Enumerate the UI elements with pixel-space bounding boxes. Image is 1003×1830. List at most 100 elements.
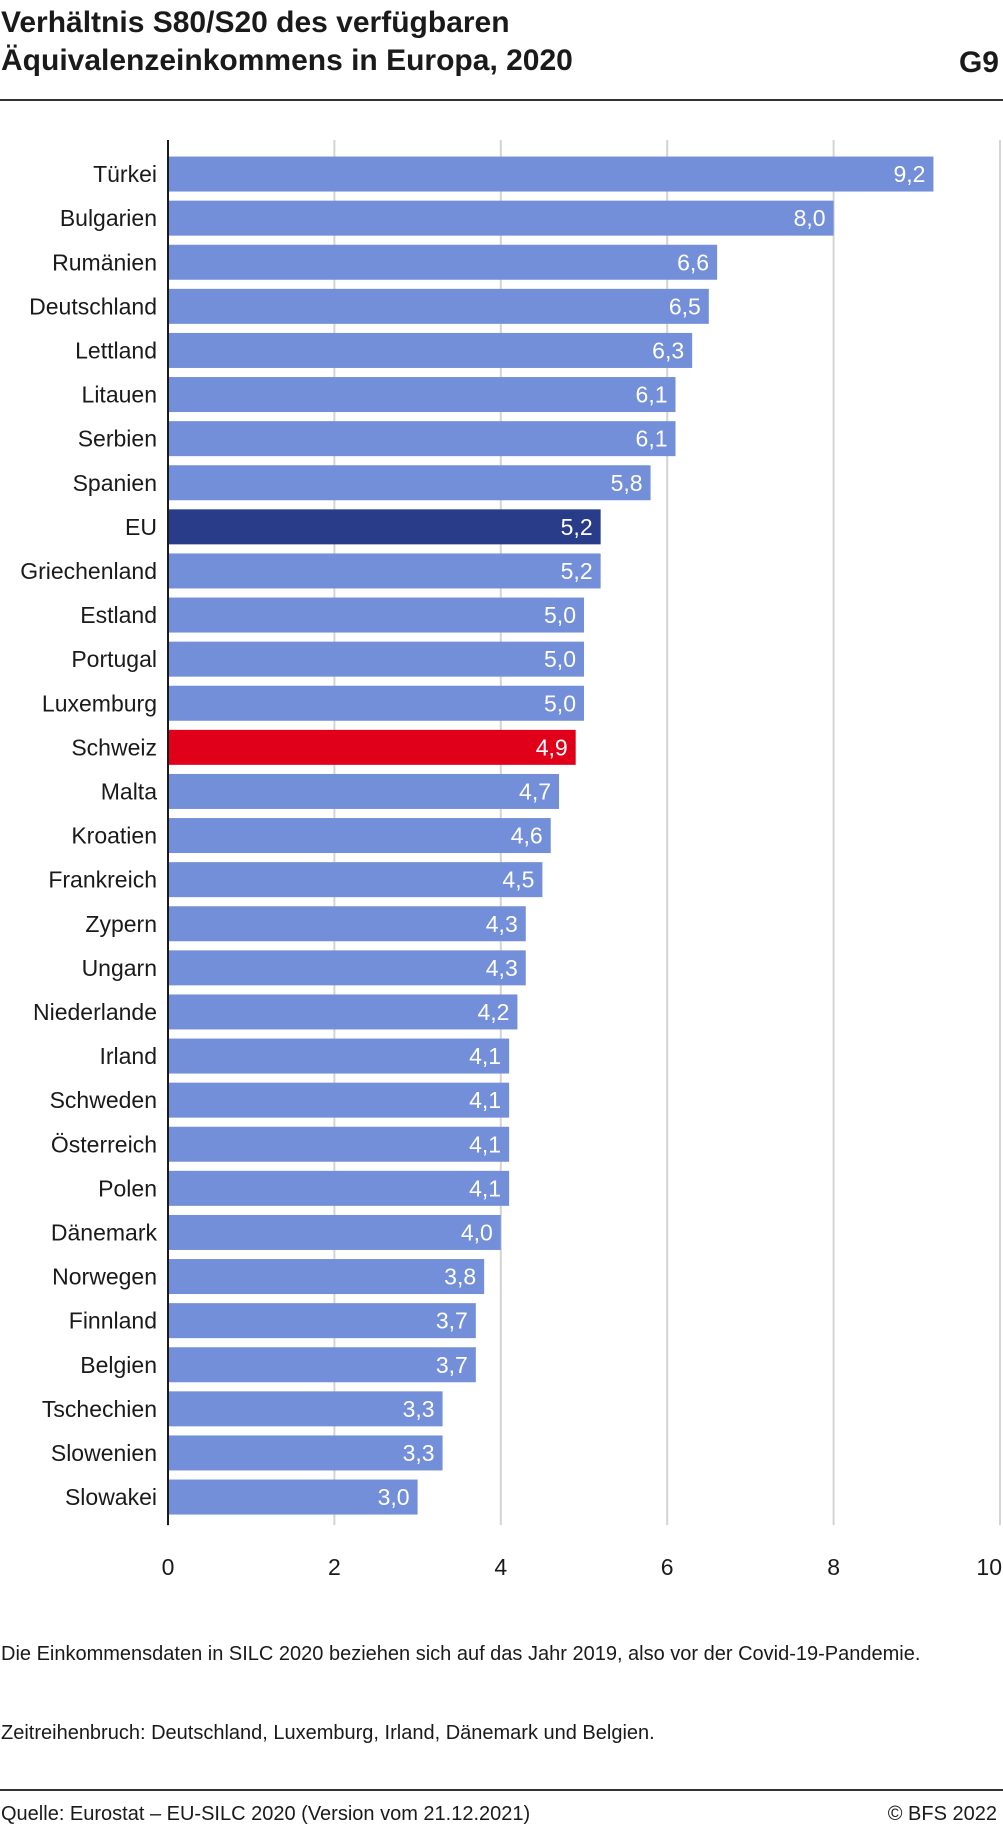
- bar-25: [168, 1259, 485, 1295]
- value-label-3: 6,5: [669, 293, 701, 319]
- bar-9: [168, 553, 601, 589]
- value-label-15: 4,6: [511, 823, 543, 849]
- category-label-1: Bulgarien: [60, 205, 157, 231]
- value-label-20: 4,1: [469, 1043, 501, 1069]
- bar-3: [168, 288, 709, 324]
- x-tick-label-6: 6: [661, 1554, 674, 1580]
- category-label-9: Griechenland: [20, 558, 157, 584]
- category-label-18: Ungarn: [82, 955, 157, 981]
- category-label-5: Litauen: [82, 382, 157, 408]
- category-label-14: Malta: [101, 778, 157, 804]
- category-label-30: Slowakei: [65, 1484, 157, 1510]
- value-label-24: 4,0: [461, 1219, 493, 1245]
- value-label-23: 4,1: [469, 1175, 501, 1201]
- value-label-22: 4,1: [469, 1131, 501, 1157]
- value-label-2: 6,6: [677, 249, 709, 275]
- category-label-20: Irland: [99, 1043, 157, 1069]
- value-label-11: 5,0: [544, 646, 576, 672]
- value-label-4: 6,3: [652, 337, 684, 363]
- value-label-10: 5,0: [544, 602, 576, 628]
- value-label-7: 5,8: [611, 470, 643, 496]
- bar-5: [168, 377, 676, 413]
- value-label-5: 6,1: [636, 382, 668, 408]
- value-label-26: 3,7: [436, 1308, 468, 1334]
- bar-16: [168, 862, 543, 898]
- category-label-6: Serbien: [78, 426, 157, 452]
- bar-11: [168, 641, 584, 677]
- bar-1: [168, 200, 834, 236]
- bar-27: [168, 1347, 476, 1383]
- value-label-9: 5,2: [561, 558, 593, 584]
- bar-30: [168, 1479, 418, 1515]
- value-label-16: 4,5: [502, 867, 534, 893]
- bar-23: [168, 1170, 510, 1206]
- value-label-19: 4,2: [477, 999, 509, 1025]
- x-tick-label-2: 2: [328, 1554, 341, 1580]
- bar-18: [168, 950, 526, 986]
- x-tick-label-4: 4: [494, 1554, 507, 1580]
- category-label-2: Rumänien: [52, 249, 157, 275]
- category-label-3: Deutschland: [29, 293, 157, 319]
- bar-22: [168, 1126, 510, 1162]
- header-divider: [0, 99, 1003, 101]
- bar-0: [168, 156, 934, 192]
- category-label-16: Frankreich: [48, 867, 157, 893]
- bar-8: [168, 509, 601, 545]
- value-label-1: 8,0: [794, 205, 826, 231]
- bar-2: [168, 244, 718, 280]
- value-label-29: 3,3: [403, 1440, 435, 1466]
- category-label-24: Dänemark: [51, 1219, 158, 1245]
- copyright: © BFS 2022: [887, 1803, 997, 1825]
- x-tick-label-8: 8: [827, 1554, 840, 1580]
- chart-title-line-1: Verhältnis S80/S20 des verfügbaren: [1, 6, 510, 39]
- chart-title-line-2: Äquivalenzeinkommens in Europa, 2020: [1, 44, 573, 77]
- bar-4: [168, 332, 693, 368]
- category-label-19: Niederlande: [33, 999, 157, 1025]
- category-label-25: Norwegen: [52, 1264, 157, 1290]
- figure-number: G9: [958, 46, 999, 79]
- value-label-17: 4,3: [486, 911, 518, 937]
- value-label-14: 4,7: [519, 778, 551, 804]
- category-label-13: Schweiz: [71, 734, 157, 760]
- category-label-10: Estland: [80, 602, 157, 628]
- category-label-17: Zypern: [85, 911, 157, 937]
- value-label-18: 4,3: [486, 955, 518, 981]
- category-label-23: Polen: [98, 1175, 157, 1201]
- bar-7: [168, 465, 651, 501]
- footnote-covid: Die Einkommensdaten in SILC 2020 beziehe…: [1, 1643, 921, 1665]
- bar-26: [168, 1303, 476, 1339]
- bar-10: [168, 597, 584, 633]
- bar-20: [168, 1038, 510, 1074]
- value-label-0: 9,2: [893, 161, 925, 187]
- x-tick-label-0: 0: [162, 1554, 175, 1580]
- category-label-29: Slowenien: [51, 1440, 157, 1466]
- category-label-22: Österreich: [51, 1131, 157, 1157]
- footnote-series-break: Zeitreihenbruch: Deutschland, Luxemburg,…: [1, 1722, 655, 1744]
- value-label-27: 3,7: [436, 1352, 468, 1378]
- bar-28: [168, 1391, 443, 1427]
- bar-12: [168, 685, 584, 721]
- value-label-13: 4,9: [536, 734, 568, 760]
- category-label-11: Portugal: [71, 646, 157, 672]
- bar-29: [168, 1435, 443, 1471]
- category-label-4: Lettland: [75, 337, 157, 363]
- x-tick-label-10: 10: [976, 1554, 1002, 1580]
- bar-21: [168, 1082, 510, 1118]
- bar-13: [168, 729, 576, 765]
- category-label-8: EU: [125, 514, 157, 540]
- bar-6: [168, 421, 676, 457]
- value-label-12: 5,0: [544, 690, 576, 716]
- source-note: Quelle: Eurostat – EU-SILC 2020 (Version…: [1, 1803, 531, 1825]
- value-label-30: 3,0: [378, 1484, 410, 1510]
- value-label-25: 3,8: [444, 1264, 476, 1290]
- category-label-26: Finnland: [69, 1308, 157, 1334]
- category-label-15: Kroatien: [71, 823, 157, 849]
- category-label-12: Luxemburg: [42, 690, 157, 716]
- chart-title: Verhältnis S80/S20 des verfügbaren Äquiv…: [1, 4, 881, 80]
- category-label-7: Spanien: [73, 470, 157, 496]
- category-label-27: Belgien: [80, 1352, 157, 1378]
- footer-divider: [0, 1789, 1003, 1791]
- value-label-6: 6,1: [636, 426, 668, 452]
- bar-17: [168, 906, 526, 942]
- bar-15: [168, 818, 551, 854]
